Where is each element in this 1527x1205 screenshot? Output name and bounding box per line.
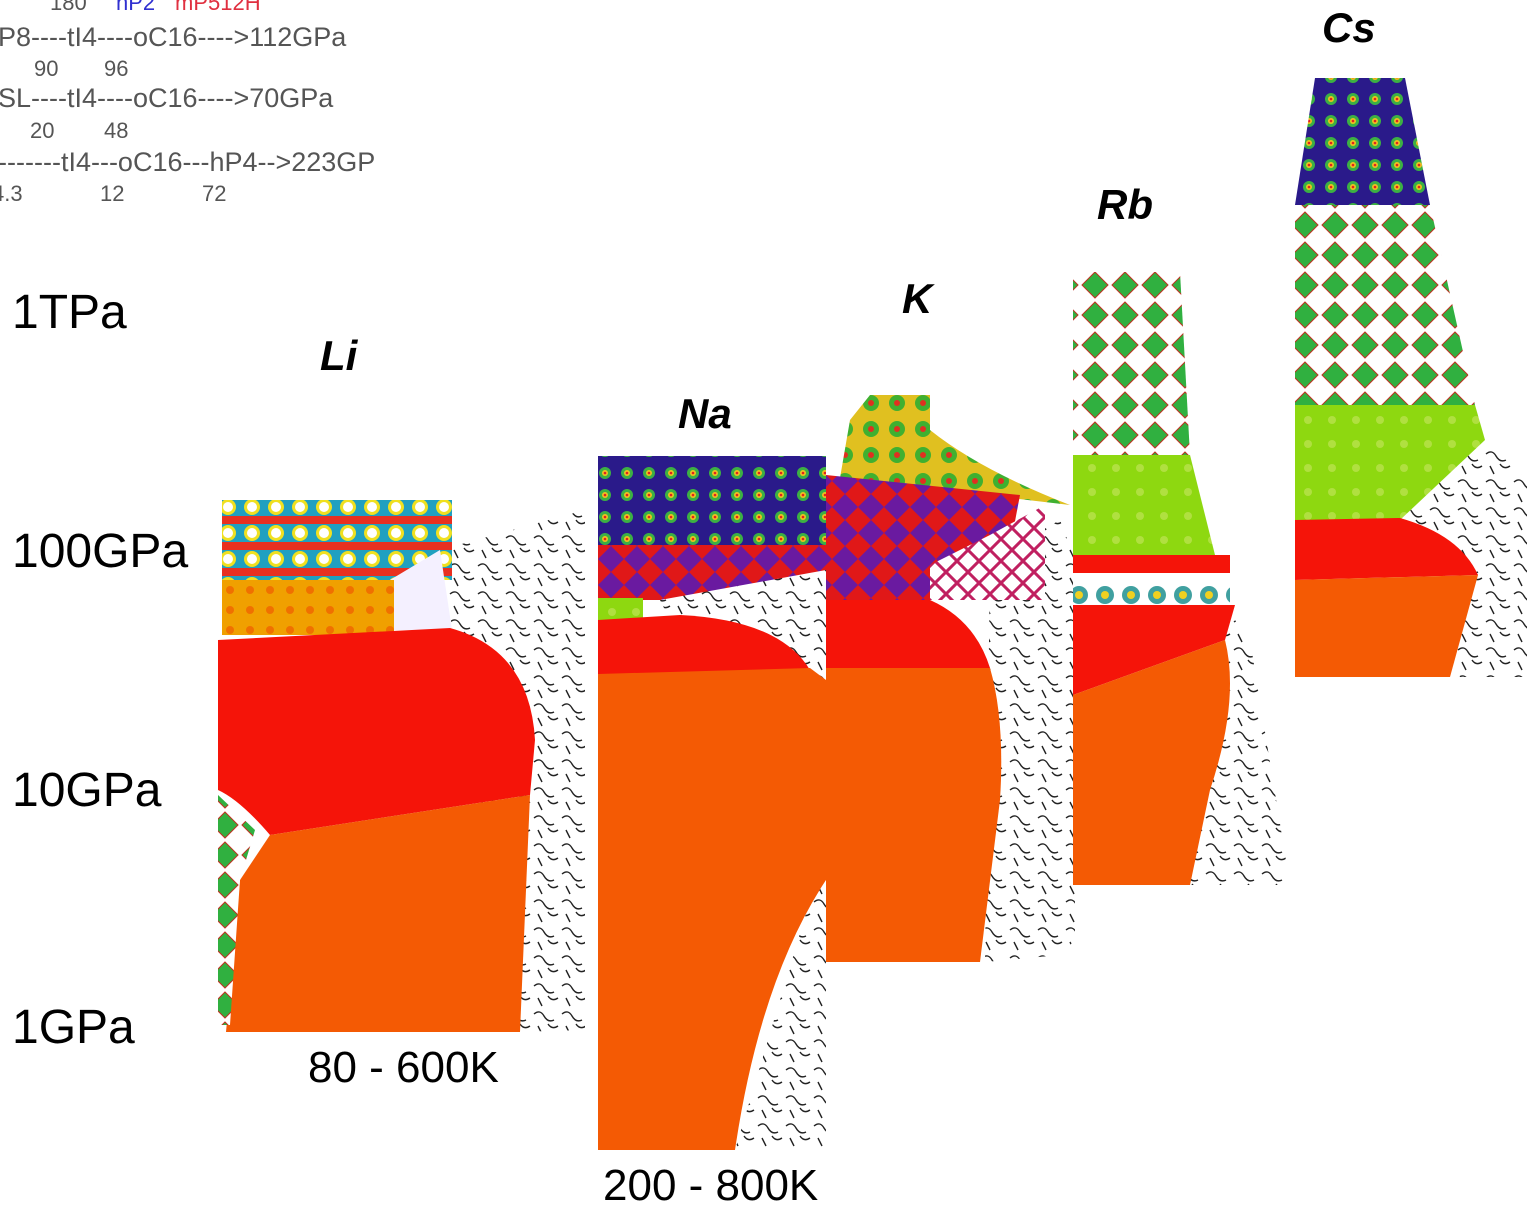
temperature-range: 80 - 600K — [308, 1043, 499, 1092]
pressure-label: 100GPa — [12, 525, 188, 578]
sequence: -------tI4---oC16---hP4-->223GP — [0, 147, 375, 177]
element-label: Li — [320, 332, 359, 379]
pressure-number: 20 — [30, 118, 54, 143]
li-diagram — [218, 500, 585, 1032]
pressure-number: 12 — [100, 181, 124, 206]
pressure-label: 1GPa — [12, 1001, 135, 1054]
pressure-number: 72 — [202, 181, 226, 206]
pressure-number: 90 — [34, 56, 58, 81]
sequence: SL----tI4----oC16---->70GPa — [0, 83, 334, 113]
header-phase: hP2 — [116, 0, 155, 15]
temperature-range: 200 - 800K — [603, 1161, 818, 1205]
header-number: 180 — [50, 0, 87, 15]
sequence: P8----tI4----oC16---->112GPa — [0, 22, 347, 52]
pressure-number: 96 — [104, 56, 128, 81]
k-diagram — [826, 395, 1075, 962]
rb-diagram — [1073, 272, 1290, 885]
pressure-number: 48 — [104, 118, 128, 143]
na-diagram — [598, 456, 826, 1150]
header-phase: mP512H — [175, 0, 261, 15]
pressure-label: 1TPa — [12, 286, 127, 339]
pressure-label: 10GPa — [12, 764, 162, 817]
element-label: Rb — [1097, 181, 1153, 228]
legend-text: 180 hP2 mP512H P8----tI4----oC16---->112… — [0, 0, 375, 206]
element-label: Cs — [1322, 4, 1376, 51]
element-label: Na — [678, 390, 732, 437]
pressure-number: 4.3 — [0, 181, 23, 206]
cs-diagram — [1295, 78, 1527, 677]
element-label: K — [902, 275, 935, 322]
